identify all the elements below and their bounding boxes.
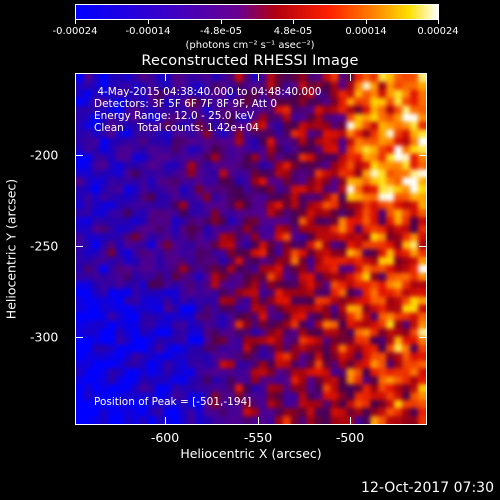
y-tick-label: -250	[30, 238, 59, 254]
colorbar-tick-label: -4.8e-05	[200, 26, 242, 37]
x-tick	[165, 73, 166, 81]
x-tick	[165, 417, 166, 425]
x-tick	[350, 73, 351, 81]
colorbar	[75, 4, 439, 20]
page-title: Reconstructed RHESSI Image	[141, 53, 359, 69]
x-tick-label: -600	[150, 430, 180, 445]
y-axis-label: Heliocentric Y (arcsec)	[3, 178, 19, 320]
x-tick-label: -500	[335, 430, 365, 445]
peak-position: Position of Peak = [-501,-194]	[94, 396, 252, 408]
colorbar-tick-label: 4.8e-05	[273, 26, 313, 37]
x-tick-label: -550	[243, 430, 273, 445]
info-detectors: Detectors: 3F 5F 6F 7F 8F 9F, Att 0	[94, 98, 278, 110]
colorbar-tick	[75, 20, 76, 24]
colorbar-tick	[221, 20, 222, 24]
colorbar-tick-label: -0.00014	[125, 26, 171, 37]
x-axis-label: Heliocentric X (arcsec)	[180, 446, 322, 461]
image-plot: 4-May-2015 04:38:40.000 to 04:48:40.000 …	[75, 73, 427, 425]
x-tick	[350, 417, 351, 425]
footer-date: 12-Oct-2017 07:30	[361, 480, 494, 496]
y-tick	[75, 337, 83, 338]
colorbar-units: (photons cm⁻² s⁻¹ asec⁻²)	[185, 40, 315, 51]
colorbar-tick	[293, 20, 294, 24]
y-tick	[419, 155, 427, 156]
y-tick	[419, 337, 427, 338]
info-energy: Energy Range: 12.0 - 25.0 keV	[94, 110, 255, 122]
y-tick	[419, 246, 427, 247]
x-tick	[258, 417, 259, 425]
colorbar-tick	[438, 20, 439, 24]
colorbar-tick-label: -0.00024	[52, 26, 98, 37]
colorbar-tick-label: 0.00014	[345, 26, 387, 37]
y-tick-label: -200	[30, 147, 59, 163]
info-time: 4-May-2015 04:38:40.000 to 04:48:40.000	[94, 86, 322, 98]
x-tick	[258, 73, 259, 81]
heatmap-image	[76, 74, 426, 424]
colorbar-tick-label: 0.00024	[417, 26, 459, 37]
y-tick	[75, 155, 83, 156]
info-clean: Clean Total counts: 1.42e+04	[94, 122, 259, 134]
colorbar-tick	[366, 20, 367, 24]
y-tick	[75, 246, 83, 247]
y-tick-label: -300	[30, 329, 59, 345]
colorbar-tick	[148, 20, 149, 24]
